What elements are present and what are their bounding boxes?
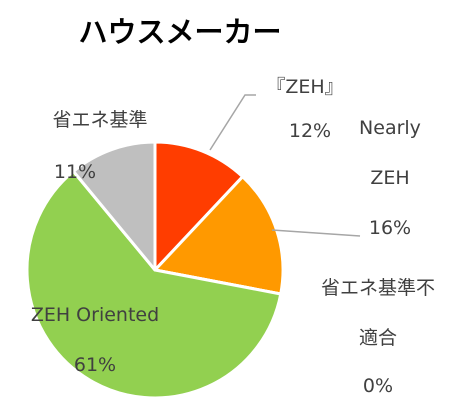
value-label: 12% [288, 120, 332, 142]
leader-line [271, 229, 361, 237]
leader-line [209, 94, 256, 151]
chart-title: ハウスメーカー [78, 15, 282, 49]
value-label: 11% [53, 161, 97, 183]
value-label: 61% [73, 354, 117, 376]
category-label: 省エネ基準不適合 [320, 277, 435, 349]
pie-slice [25, 169, 283, 400]
pie-slice [153, 140, 245, 272]
value-label: 0% [362, 375, 394, 397]
value-label: 16% [368, 217, 412, 239]
category-label: 省エネ基準 [52, 109, 148, 131]
category-label: Nearly ZEH [359, 117, 421, 189]
category-label: ZEH Oriented [30, 304, 160, 326]
category-label: 『ZEH』 [266, 76, 344, 98]
pie-slice [71, 140, 157, 272]
